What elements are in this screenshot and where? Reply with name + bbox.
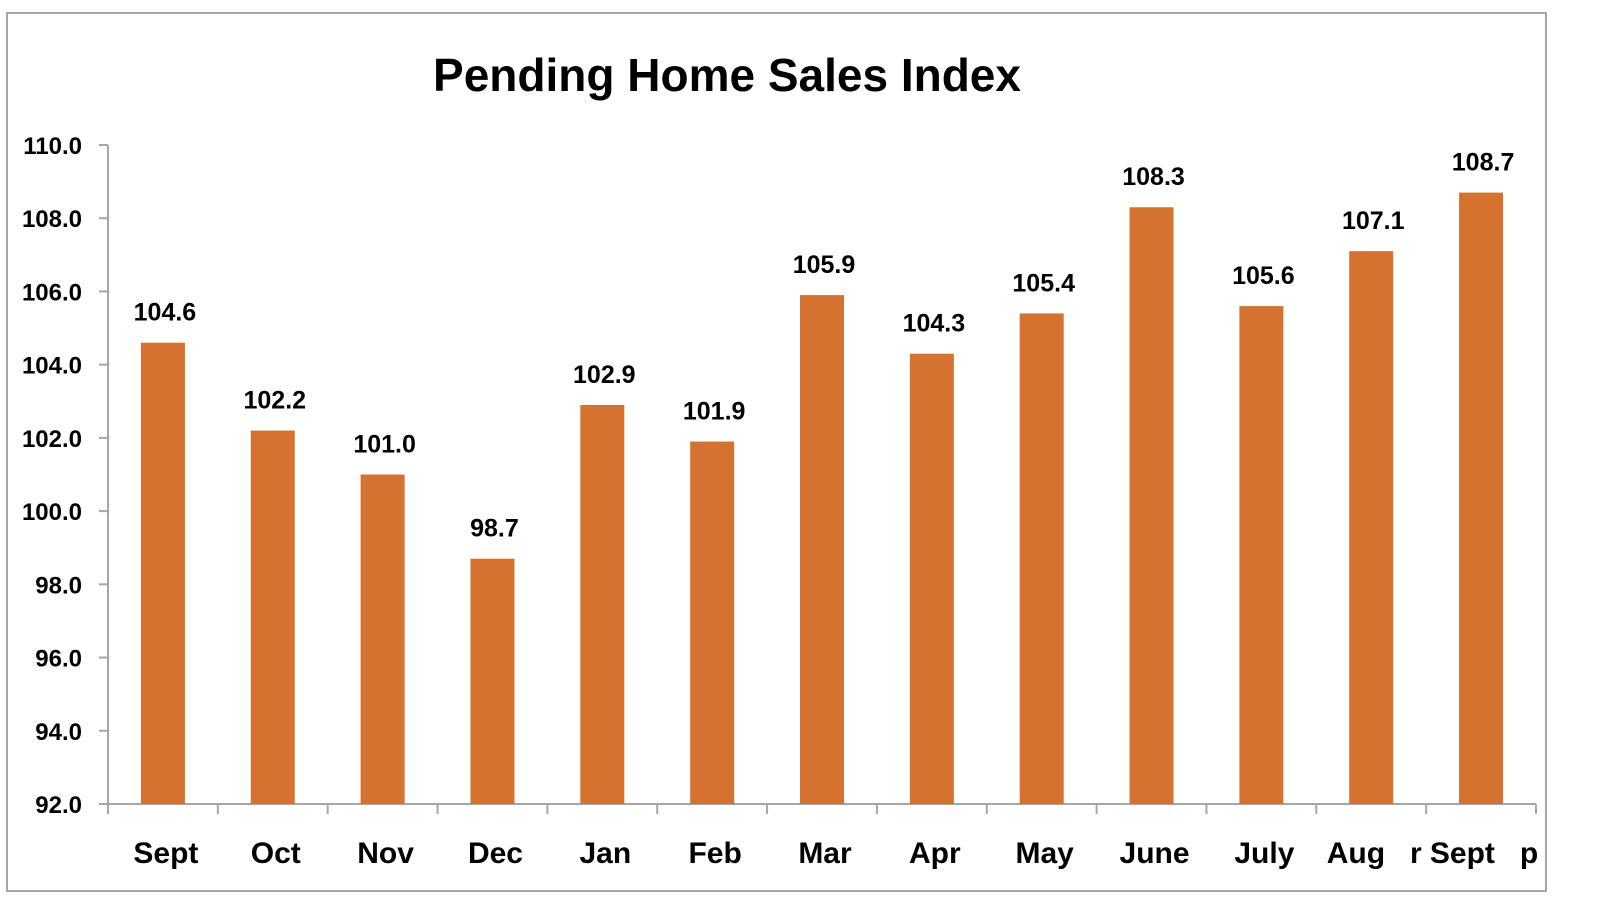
axes: 92.0 94.0 96.0 98.0 100.0 102.0 104.0 106.0 108.… [22, 133, 1538, 870]
x-category-label: Sept [133, 837, 198, 870]
y-tick-label: 110.0 [23, 133, 82, 160]
data-label: 108.3 [1122, 163, 1185, 191]
chart-title: Pending Home Sales Index [433, 49, 1021, 101]
bar [1019, 313, 1064, 804]
data-label: 102.2 [243, 387, 306, 415]
bar [580, 404, 625, 804]
bar [800, 295, 844, 804]
y-tick-label: 98.0 [35, 572, 82, 599]
x-category-label: Oct [251, 837, 301, 870]
data-label: 104.6 [134, 299, 197, 327]
bar [1349, 251, 1394, 804]
data-label: 105.6 [1232, 262, 1295, 290]
bar [250, 430, 295, 804]
x-category-label: June [1120, 837, 1190, 870]
x-category-label: Dec [468, 837, 523, 870]
x-category-label: Jan [579, 837, 631, 870]
x-category-label: Aug r [1327, 837, 1422, 870]
bar [360, 474, 405, 804]
y-tick-label: 104.0 [22, 353, 82, 380]
data-label: 98.7 [470, 515, 519, 543]
x-category-label: Apr [909, 837, 961, 870]
bar [470, 558, 515, 804]
x-category-label: July [1234, 837, 1294, 870]
bar [1129, 207, 1174, 804]
data-label: 102.9 [573, 361, 636, 389]
x-category-label: May [1016, 837, 1075, 870]
bar [909, 353, 954, 804]
data-label: 101.9 [683, 398, 746, 426]
bar [1239, 306, 1284, 804]
data-label: 108.7 [1452, 149, 1515, 177]
y-tick-label: 96.0 [35, 646, 82, 673]
y-tick-label: 106.0 [22, 279, 82, 306]
y-tick-label: 100.0 [22, 499, 82, 526]
data-labels: 104.6 102.2 101.0 98.7 102.9 101.9 105.9 104.3 1… [134, 149, 1515, 543]
x-category-label: Mar [798, 837, 852, 870]
data-label: 107.1 [1342, 207, 1405, 235]
bar [690, 441, 735, 804]
bar [1459, 192, 1504, 804]
x-category-label: Feb [688, 837, 741, 870]
bars [140, 192, 1504, 804]
y-tick-label: 108.0 [22, 206, 82, 233]
y-tick-label: 94.0 [35, 719, 82, 746]
bar [140, 342, 185, 804]
x-category-label: Sept p [1430, 837, 1538, 870]
x-category-label: Nov [357, 837, 414, 870]
data-label: 105.4 [1012, 269, 1075, 297]
y-tick-label: 92.0 [35, 792, 82, 819]
y-tick-label: 102.0 [22, 426, 82, 453]
data-label: 104.3 [903, 310, 966, 338]
data-label: 105.9 [793, 251, 856, 279]
data-label: 101.0 [353, 431, 416, 459]
